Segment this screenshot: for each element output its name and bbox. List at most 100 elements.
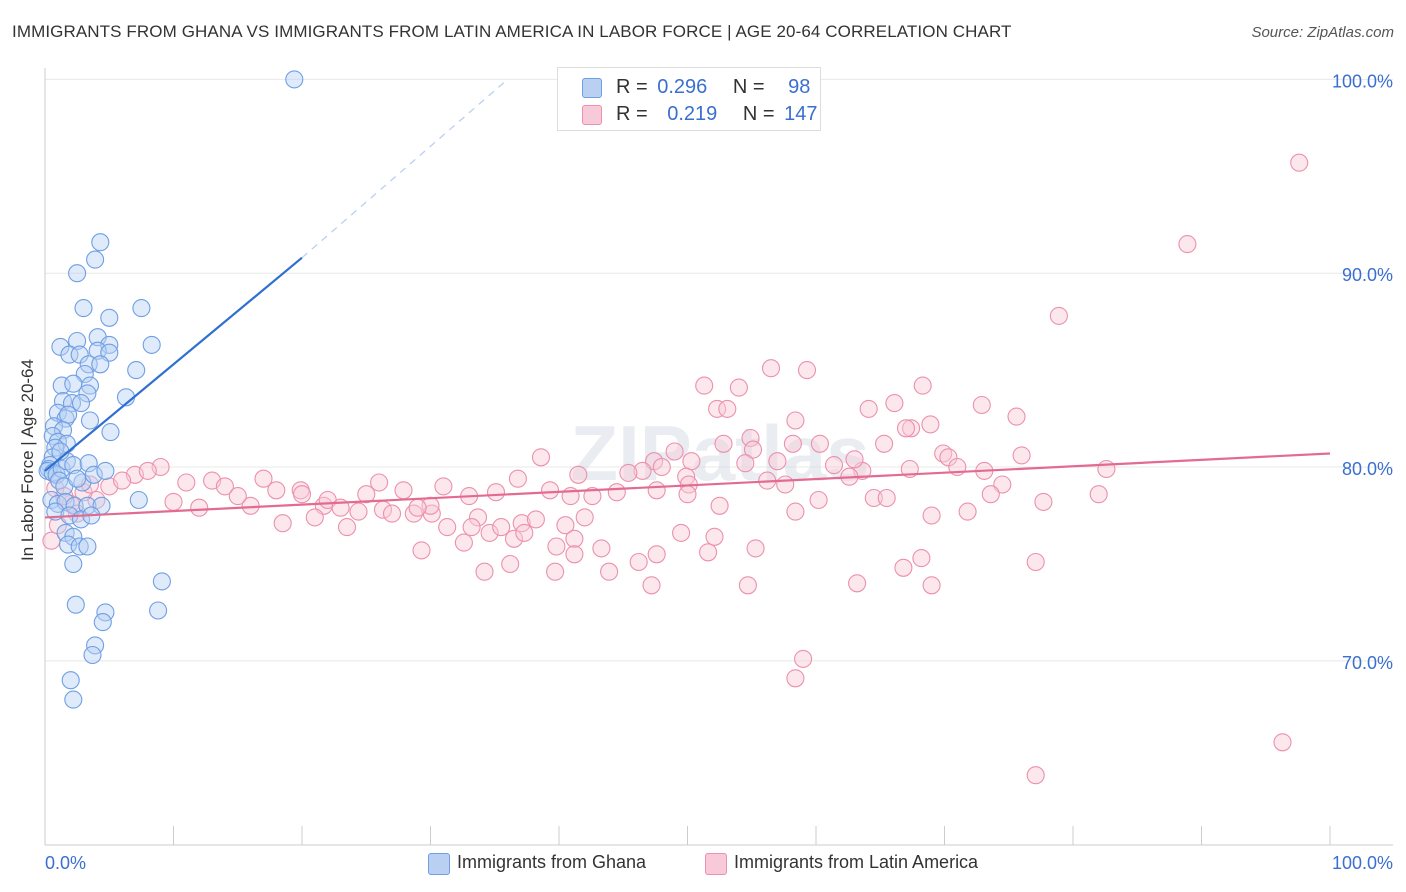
data-point-latin-america (885, 394, 904, 413)
data-point-latin-america (786, 411, 805, 430)
data-point-latin-america (797, 361, 817, 380)
data-point-latin-america (540, 481, 560, 500)
data-point-latin-america (600, 562, 619, 581)
bottom-legend-label-ghana: Immigrants from Ghana (457, 852, 647, 872)
data-point-latin-america (786, 502, 805, 521)
bottom-legend-swatch-ghana (428, 853, 450, 875)
data-point-latin-america (665, 442, 684, 461)
data-point-ghana (88, 341, 107, 360)
data-point-latin-america (981, 485, 1000, 504)
data-point-ghana (152, 572, 171, 591)
data-point-latin-america (710, 496, 729, 515)
data-point-ghana (93, 613, 112, 632)
data-point-latin-america (113, 471, 132, 490)
data-point-latin-america (592, 539, 611, 558)
data-point-latin-america (783, 434, 802, 453)
data-point-ghana (78, 537, 97, 556)
data-point-latin-america (1007, 407, 1026, 426)
data-point-latin-america (845, 450, 864, 469)
legend-r-value: 0.296 (657, 76, 708, 98)
data-point-latin-america (619, 463, 638, 482)
data-point-latin-america (786, 669, 805, 688)
y-tick-label: 70.0% (1342, 653, 1393, 673)
data-point-latin-america (454, 533, 473, 552)
data-point-latin-america (215, 477, 234, 496)
data-point-latin-america (305, 508, 324, 527)
data-point-ghana (132, 299, 151, 318)
data-point-latin-america (504, 529, 524, 548)
data-point-latin-america (569, 465, 588, 484)
correlation-legend: R = 0.296 N = 98 R = 0.219 N = 147 (557, 67, 821, 131)
data-point-latin-america (824, 456, 844, 475)
data-point-latin-america (434, 477, 453, 496)
data-point-latin-america (729, 378, 748, 397)
data-point-latin-america (695, 376, 714, 395)
data-point-latin-america (267, 481, 286, 500)
data-point-ghana (80, 411, 100, 430)
data-point-latin-america (768, 452, 787, 471)
data-point-latin-america (912, 549, 931, 568)
data-point-ghana (50, 471, 69, 490)
data-point-ghana (66, 595, 85, 614)
data-point-latin-america (794, 649, 813, 668)
data-point-ghana (64, 554, 83, 574)
legend-n-value: 98 (788, 76, 811, 98)
bottom-legend-label-latin-america: Immigrants from Latin America (734, 852, 979, 872)
data-point-latin-america (922, 576, 941, 595)
data-point-latin-america (652, 457, 671, 477)
data-point-ghana (74, 299, 93, 318)
data-point-ghana (78, 384, 97, 403)
data-point-latin-america (875, 434, 894, 453)
data-point-ghana (64, 690, 83, 709)
data-point-latin-america (501, 554, 520, 574)
data-point-latin-america (480, 523, 499, 542)
data-point-latin-america (913, 376, 932, 395)
data-point-latin-america (993, 475, 1012, 494)
data-point-latin-america (462, 518, 481, 537)
data-point-latin-america (921, 415, 940, 434)
x-tick-label-max: 100.0% (1332, 853, 1393, 873)
data-point-ghana (91, 355, 110, 374)
data-point-latin-america (1097, 459, 1116, 479)
data-point-ghana (70, 345, 89, 364)
x-tick-label-min: 0.0% (45, 853, 86, 873)
data-point-latin-america (565, 529, 584, 548)
data-point-latin-america (1049, 306, 1068, 325)
data-point-ghana (64, 456, 83, 475)
series-ghana-points (38, 70, 304, 709)
data-point-latin-america (647, 545, 666, 564)
data-point-ghana (100, 308, 119, 327)
data-point-ghana (129, 490, 148, 510)
data-point-latin-america (682, 452, 701, 471)
data-point-ghana (43, 426, 62, 446)
data-point-latin-america (138, 461, 157, 480)
data-point-latin-america (1012, 446, 1031, 465)
data-point-latin-america (1290, 153, 1309, 172)
data-point-latin-america (922, 506, 941, 525)
legend-swatch-ghana (582, 78, 602, 98)
data-point-latin-america (508, 469, 527, 488)
data-point-latin-america (972, 395, 991, 415)
x-tick-labels: 0.0% 100.0% (45, 853, 1393, 873)
legend-r-value: 0.219 (667, 103, 718, 125)
data-point-latin-america (526, 510, 545, 529)
grid-lines (45, 78, 1393, 662)
data-point-latin-america (190, 498, 209, 517)
y-tick-label: 90.0% (1342, 265, 1393, 285)
data-point-latin-america (556, 516, 575, 535)
trend-line-ghana-extension (301, 78, 509, 259)
data-point-latin-america (809, 490, 828, 510)
data-point-ghana (68, 469, 87, 488)
watermark: ZIPatlas (570, 409, 869, 497)
data-point-latin-america (177, 473, 196, 492)
data-point-latin-america (382, 504, 402, 523)
data-point-latin-america (1026, 552, 1045, 572)
data-point-latin-america (1026, 766, 1045, 785)
data-point-ghana (84, 465, 103, 484)
data-point-latin-america (736, 454, 755, 473)
data-point-latin-america (438, 518, 457, 537)
data-point-latin-america (370, 473, 389, 492)
data-point-latin-america (761, 359, 781, 378)
data-point-latin-america (738, 576, 757, 595)
data-point-ghana (79, 454, 98, 473)
